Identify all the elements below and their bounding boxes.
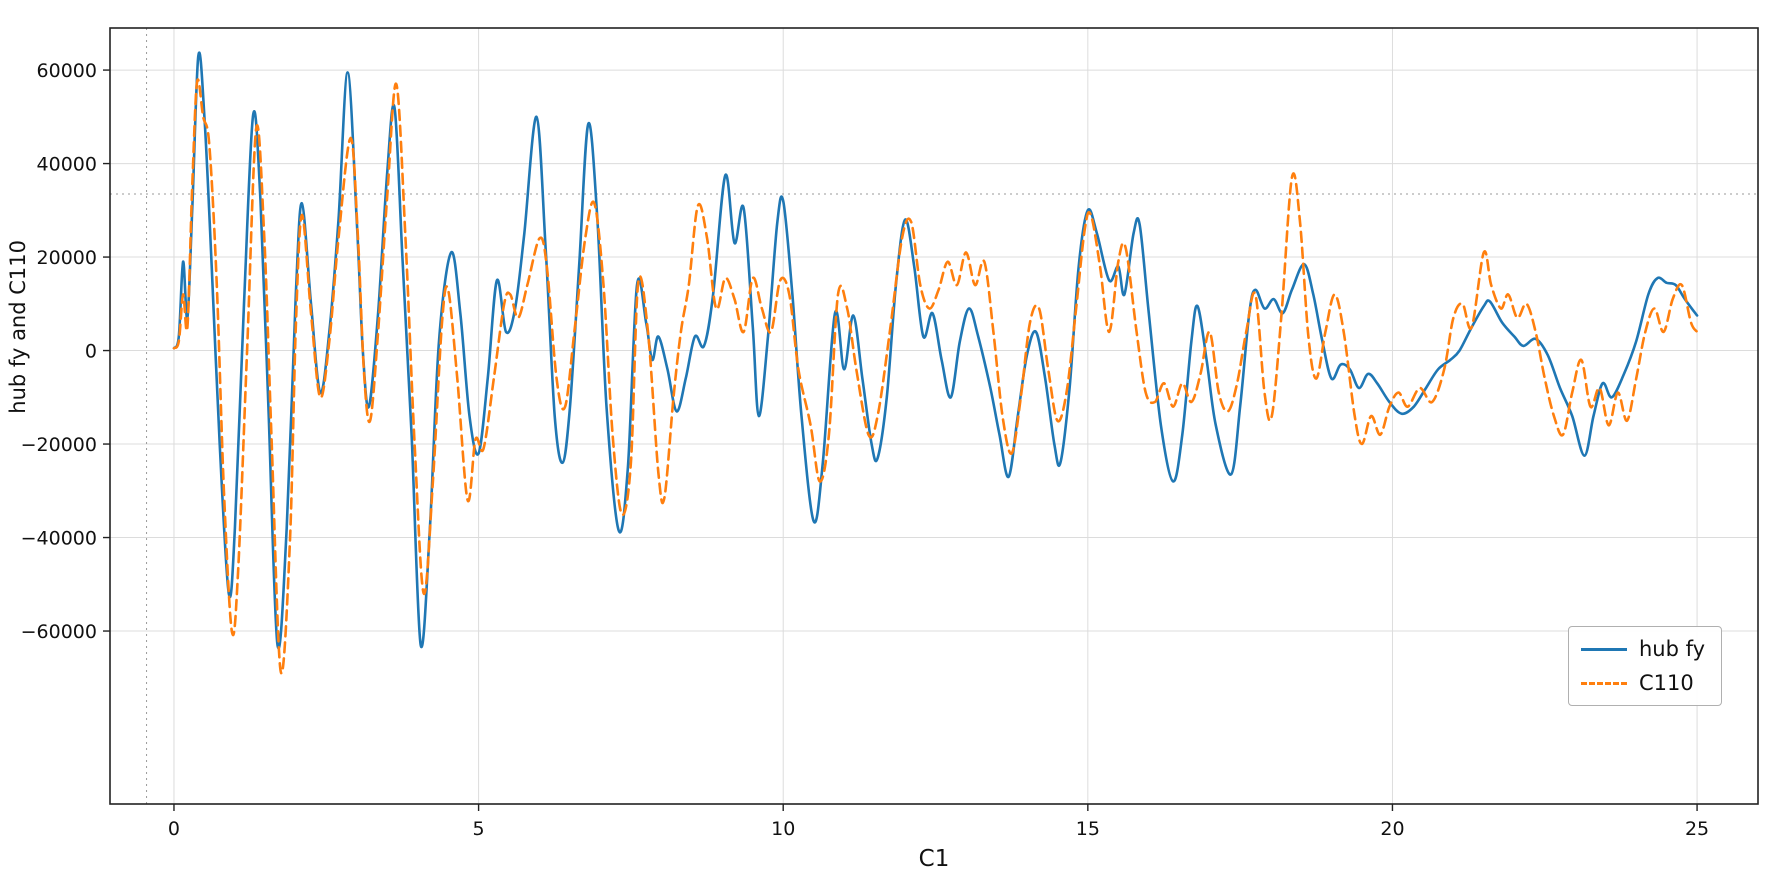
- y-tick-label: 0: [85, 341, 97, 363]
- legend-item-hub-fy: hub fy: [1581, 637, 1705, 661]
- legend: hub fy C110: [1568, 626, 1723, 706]
- y-tick-label: −60000: [21, 621, 97, 643]
- y-tick-label: 60000: [37, 60, 97, 82]
- y-tick-label: −40000: [21, 528, 97, 550]
- legend-item-c110: C110: [1581, 671, 1705, 695]
- legend-line-sample-solid: [1581, 647, 1627, 651]
- x-tick-label: 0: [168, 818, 180, 840]
- x-tick-label: 20: [1380, 818, 1404, 840]
- y-tick-label: 40000: [37, 154, 97, 176]
- x-tick-label: 10: [771, 818, 795, 840]
- x-tick-label: 25: [1685, 818, 1709, 840]
- y-tick-label: 20000: [37, 247, 97, 269]
- x-tick-label: 15: [1076, 818, 1100, 840]
- legend-label: hub fy: [1639, 637, 1706, 661]
- x-tick-label: 5: [473, 818, 485, 840]
- x-axis-label: C1: [918, 846, 950, 872]
- legend-label: C110: [1639, 671, 1694, 695]
- legend-line-sample-dashed: [1581, 681, 1627, 685]
- y-tick-label: −20000: [21, 434, 97, 456]
- y-axis-label: hub fy and C110: [6, 240, 30, 414]
